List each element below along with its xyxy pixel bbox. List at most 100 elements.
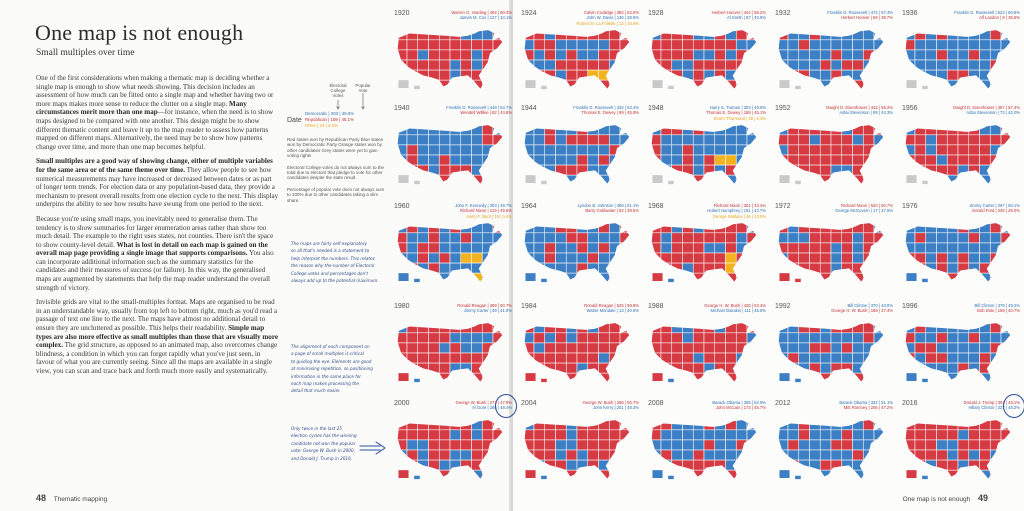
state-region [533,164,546,176]
state-region [936,154,948,166]
state-region [438,252,451,264]
state-region [735,459,748,471]
legend-note-colors: Red states won by Republican Party Blue … [287,137,384,159]
state-region [417,322,429,334]
state-region [471,332,483,344]
state-region [841,154,853,166]
candidate-line: Richard Nixon | 219 | 49.6% [460,208,512,214]
state-region [968,69,980,81]
state-region [460,232,472,244]
us-outline [397,419,504,480]
state-region [587,59,599,71]
state-region [533,252,546,264]
state-region [873,222,884,234]
election-panel-1948: 1948 Harry S. Truman | 303 | 49.6% Thomas … [648,105,766,195]
state-region [492,164,503,176]
state-region [460,144,472,156]
state-region [862,459,875,471]
election-panel-2008: 2008 Barack Obama | 365 | 52.9% John McCai… [648,400,766,490]
state-region [492,124,503,136]
state-region [428,252,440,264]
candidate-line: Hillary Clinton | 227 | 48.2% [968,405,1020,411]
state-region [735,362,748,374]
note-line-text: detail that much easier. [291,388,341,394]
state-region [957,439,970,451]
state-region [608,439,621,451]
state-region [671,242,683,254]
state-region [471,449,483,461]
hawaii-inset [795,85,801,90]
state-region [460,79,472,90]
state-region [862,262,875,274]
state-region [809,372,821,383]
state-region [533,322,546,334]
state-region [787,49,800,61]
state-region [449,342,462,354]
state-region [798,242,810,254]
state-region [841,262,853,274]
state-region [449,439,462,451]
state-region [925,459,937,471]
state-region [492,262,503,274]
state-region [989,79,1002,90]
state-region [1000,79,1011,90]
state-region [989,69,1002,81]
state-region [703,342,716,354]
state-region [565,362,578,374]
us-outline [905,222,1012,283]
state-region [608,372,621,383]
state-region [660,144,673,156]
state-region [979,144,991,156]
state-region [862,49,875,61]
candidate-line: Adlai Stevenson | 73 | 42.0% [966,110,1020,116]
state-region [417,69,429,81]
state-region [830,372,843,383]
state-region [651,164,662,176]
state-region [819,69,832,81]
state-region [492,272,503,283]
state-region [533,59,546,71]
state-region [862,372,875,383]
alaska-inset [906,470,917,478]
state-region [1000,174,1011,185]
state-region [946,449,959,461]
state-region [798,429,810,441]
state-region [703,332,716,344]
state-region [492,154,503,166]
state-region [819,144,832,156]
us-outline [397,222,504,283]
election-panel-1984: 1984 Ronald Reagan | 525 | 58.8% Walter Mo… [521,303,639,393]
state-region [555,449,567,461]
state-region [576,352,589,364]
state-region [406,242,419,254]
state-region [936,39,948,51]
election-year: 1964 [521,203,537,210]
state-region [619,449,630,461]
state-region [841,469,853,480]
state-region [914,449,927,461]
us-state-map [524,222,631,283]
us-state-map [905,419,1012,480]
state-region [417,124,429,136]
state-region [671,134,683,146]
state-region [449,372,462,383]
state-region [809,469,821,480]
state-region [397,459,408,471]
candidate-line: Thomas E. Dewey | 189 | 45.1% [706,110,766,116]
state-region [671,29,683,41]
state-region [417,242,429,254]
election-year: 1936 [902,10,918,17]
state-region [873,272,884,283]
us-outline [905,124,1012,185]
state-region [989,174,1002,185]
state-region [555,79,567,90]
state-region [598,322,610,334]
state-region [946,134,959,146]
state-region [619,222,630,234]
alaska-inset [779,373,790,381]
state-region [544,144,556,156]
state-region [576,332,589,344]
state-region [544,332,556,344]
state-region [725,39,737,51]
state-region [725,134,737,146]
